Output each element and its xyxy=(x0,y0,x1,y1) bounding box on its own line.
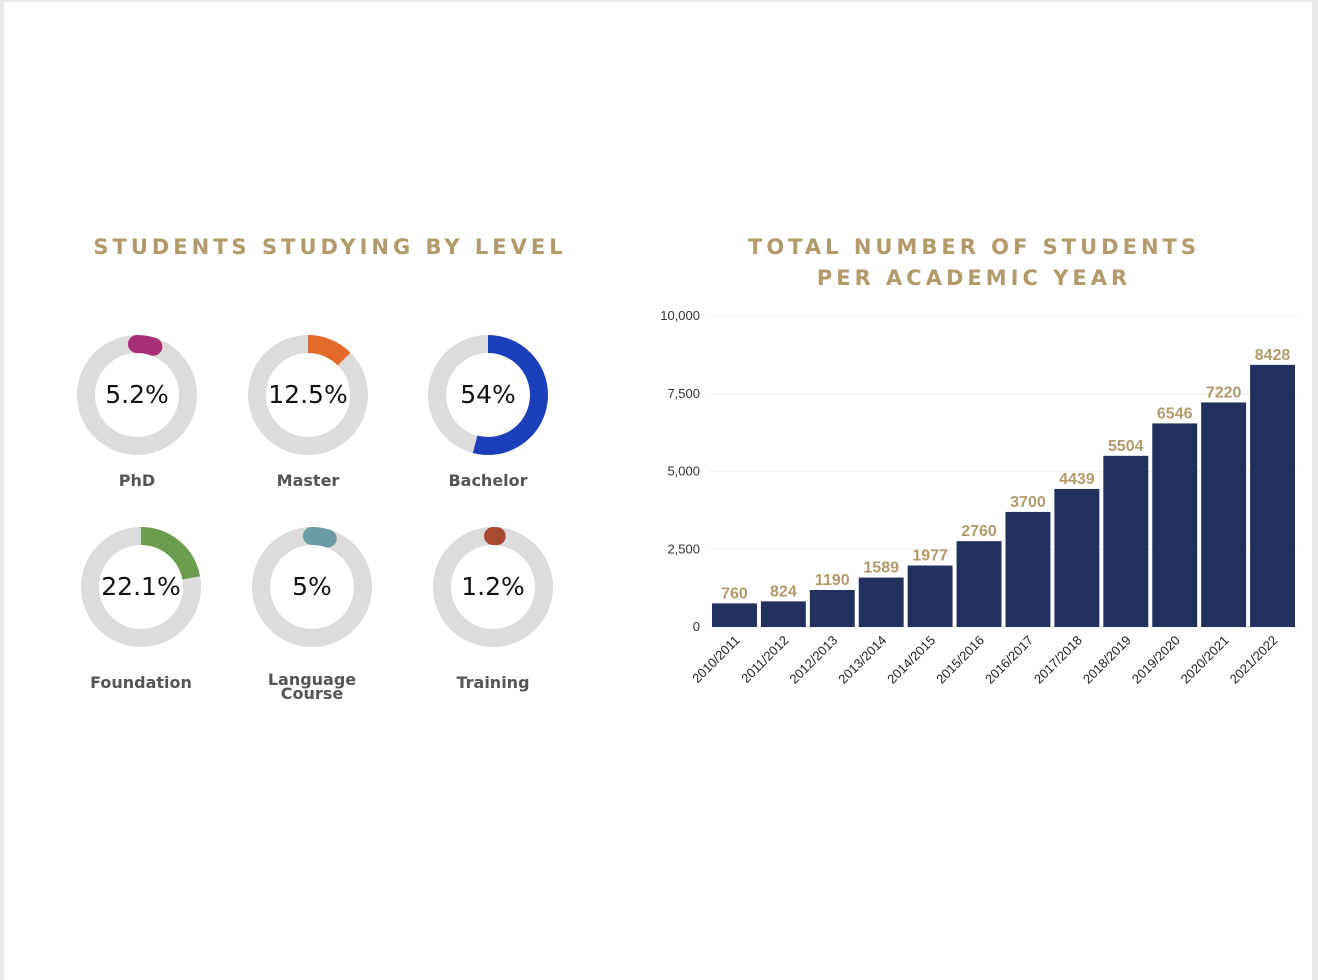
x-tick-label: 2011/2012 xyxy=(738,633,791,686)
bar-value-label: 8428 xyxy=(1255,347,1291,364)
year-chart-title: TOTAL NUMBER OF STUDENTS PER ACADEMIC YE… xyxy=(694,232,1254,294)
bar xyxy=(760,601,806,627)
donut-training-percent: 1.2% xyxy=(461,572,525,601)
donut-bachelor-label: Bachelor xyxy=(448,471,528,490)
donut-bachelor-percent: 54% xyxy=(460,380,516,409)
donut-phd: 5.2% PhD xyxy=(76,334,198,489)
bar-value-label: 760 xyxy=(721,585,748,602)
bar xyxy=(1250,364,1295,627)
donut-training-label: Training xyxy=(456,673,530,692)
bar-value-label: 1190 xyxy=(815,572,850,589)
year-chart-title-line2: PER ACADEMIC YEAR xyxy=(816,266,1132,290)
bar xyxy=(809,589,855,627)
donut-master: 12.5% Master xyxy=(247,334,369,489)
page: STUDENTS STUDYING BY LEVEL TOTAL NUMBER … xyxy=(4,2,1312,980)
bar xyxy=(712,603,757,627)
bar-value-label: 5504 xyxy=(1108,438,1144,455)
y-tick-label: 10,000 xyxy=(660,308,700,323)
donut-language-course-label-line1: Language xyxy=(267,670,357,689)
donut-foundation-arc xyxy=(81,527,201,647)
donut-foundation-ring xyxy=(81,527,201,647)
bar-value-label: 3700 xyxy=(1010,494,1046,511)
bar xyxy=(1201,402,1247,627)
x-tick-label: 2012/2013 xyxy=(786,633,840,687)
donut-language-course-arc xyxy=(252,527,372,647)
donut-phd-label: PhD xyxy=(118,471,156,490)
donut-phd-percent: 5.2% xyxy=(105,380,169,409)
donut-bachelor-ring xyxy=(428,335,548,455)
x-tick-label: 2013/2014 xyxy=(835,633,889,687)
level-chart-title: STUDENTS STUDYING BY LEVEL xyxy=(93,235,567,259)
donut-training-ring xyxy=(433,527,553,647)
x-tick-label: 2016/2017 xyxy=(982,633,1036,687)
bar-value-label: 2760 xyxy=(961,523,997,540)
x-tick-label: 2017/2018 xyxy=(1031,633,1085,687)
bar xyxy=(956,541,1002,627)
year-chart-title-line1: TOTAL NUMBER OF STUDENTS xyxy=(748,235,1200,259)
x-tick-label: 2021/2022 xyxy=(1227,633,1281,687)
donut-master-label: Master xyxy=(276,471,340,490)
y-tick-label: 0 xyxy=(693,619,700,634)
donut-phd-ring xyxy=(77,335,197,455)
donut-master-arc xyxy=(248,335,368,455)
x-tick-label: 2020/2021 xyxy=(1178,633,1232,687)
donut-foundation: 22.1% Foundation xyxy=(80,526,202,691)
bar-value-label: 6546 xyxy=(1157,405,1193,422)
donut-language-course: 5% Language Course xyxy=(251,526,373,702)
donut-language-course-label: Language Course xyxy=(211,670,413,703)
donut-foundation-label: Foundation xyxy=(90,673,192,692)
bar-value-label: 1977 xyxy=(912,548,948,565)
donut-master-ring xyxy=(248,335,368,455)
donut-bachelor-arc xyxy=(428,335,548,455)
donut-foundation-percent: 22.1% xyxy=(101,572,181,601)
donut-language-course-percent: 5% xyxy=(292,572,332,601)
x-tick-label: 2018/2019 xyxy=(1080,633,1134,687)
donut-language-course-label-line2: Course xyxy=(280,684,344,703)
bar-value-label: 824 xyxy=(770,583,797,600)
donut-bachelor: 54% Bachelor xyxy=(427,334,549,489)
x-tick-label: 2010/2011 xyxy=(689,633,742,686)
bar xyxy=(1054,488,1100,627)
bar xyxy=(907,565,953,627)
bar-value-label: 7220 xyxy=(1206,384,1242,401)
donut-phd-arc xyxy=(77,335,197,455)
bar xyxy=(1103,455,1149,627)
x-tick-label: 2014/2015 xyxy=(884,633,938,687)
donut-training-arc xyxy=(433,527,553,647)
y-tick-label: 5,000 xyxy=(667,464,700,479)
bar xyxy=(858,577,904,627)
students-per-year-bar-chart: 0 2,500 5,000 7,500 10,000 760 2010/2011 824 201… xyxy=(660,308,1297,687)
bar-value-label: 1589 xyxy=(863,560,899,577)
bar xyxy=(1005,511,1051,627)
y-tick-label: 7,500 xyxy=(667,386,700,401)
bar xyxy=(1152,423,1198,627)
x-tick-label: 2019/2020 xyxy=(1129,633,1183,687)
donut-language-course-ring xyxy=(252,527,372,647)
donut-training: 1.2% Training xyxy=(432,526,554,691)
y-tick-label: 2,500 xyxy=(667,541,700,556)
bar-value-label: 4439 xyxy=(1059,471,1095,488)
donut-master-percent: 12.5% xyxy=(268,380,348,409)
x-tick-label: 2015/2016 xyxy=(933,633,987,687)
